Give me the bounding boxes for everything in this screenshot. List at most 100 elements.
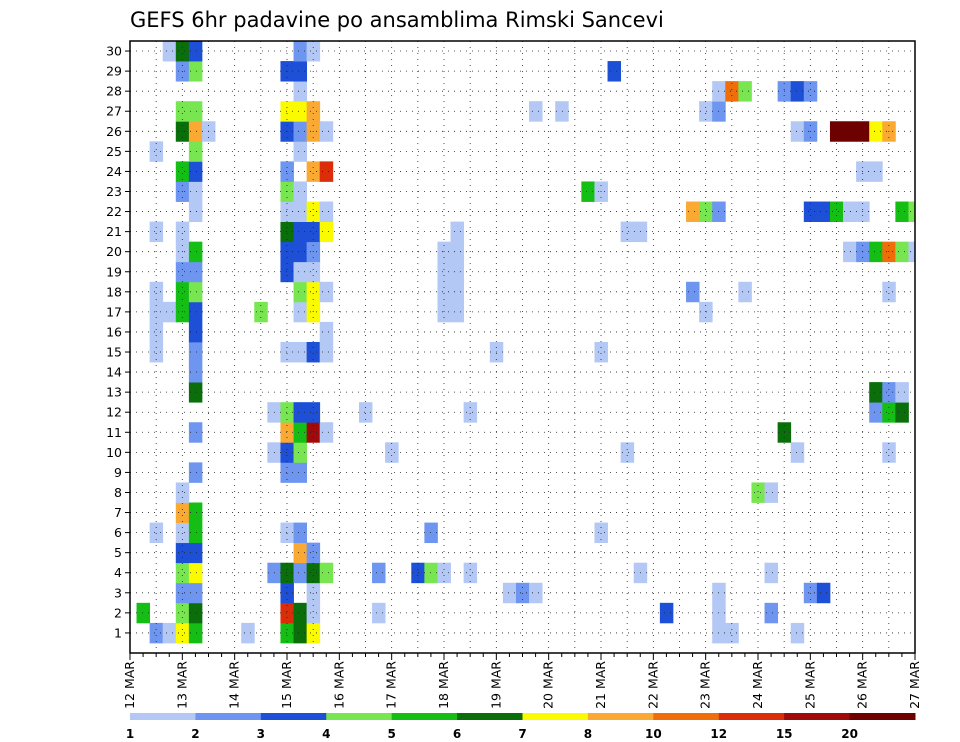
heatmap-cell — [188, 382, 203, 403]
heatmap-cell — [280, 101, 294, 122]
heatmap-cell — [280, 522, 294, 544]
y-tick-label: 8 — [114, 485, 122, 500]
heatmap-cell — [280, 221, 294, 243]
heatmap-cell — [175, 502, 190, 523]
heatmap-cell — [175, 602, 190, 624]
heatmap-cell — [725, 81, 739, 102]
y-tick-label: 11 — [106, 425, 122, 440]
colorbar-swatch — [457, 713, 523, 720]
grid-lines — [130, 41, 915, 653]
heatmap-cell — [175, 221, 190, 243]
heatmap-cell — [293, 542, 308, 564]
heatmap-cell — [306, 221, 321, 243]
heatmap-cell — [764, 602, 779, 624]
heatmap-cell — [188, 582, 203, 604]
heatmap-cell — [149, 341, 164, 363]
heatmap-cell — [738, 81, 752, 102]
heatmap-cell — [764, 482, 779, 503]
heatmap-cell — [280, 161, 294, 182]
heatmap-cell — [293, 301, 308, 323]
heatmap-cell — [607, 61, 622, 82]
heatmap-cell — [188, 281, 203, 303]
heatmap-cell — [306, 261, 321, 283]
heatmap-cell — [790, 121, 805, 142]
colorbar-swatch — [849, 713, 916, 720]
heatmap-cell — [175, 281, 190, 303]
heatmap-cell — [280, 602, 294, 624]
heatmap-cell — [686, 201, 700, 222]
heatmap-cell — [882, 382, 896, 403]
heatmap-cell — [188, 41, 203, 62]
heatmap-cell — [306, 602, 321, 624]
y-tick-label: 24 — [106, 164, 122, 179]
heatmap-cell — [188, 522, 203, 544]
heatmap-cell — [188, 201, 203, 222]
heatmap-cell — [149, 221, 164, 243]
heatmap-cell — [843, 201, 857, 222]
heatmap-cell — [188, 61, 203, 82]
y-tick-label: 12 — [106, 405, 122, 420]
colorbar-label: 5 — [387, 727, 395, 741]
y-axis-ticks: 1234567891011121314151617181920212223242… — [106, 44, 130, 640]
heatmap-cell — [254, 301, 268, 323]
heatmap-cell — [188, 261, 203, 283]
heatmap-cell — [188, 241, 203, 263]
heatmap-cell — [529, 582, 543, 604]
heatmap-cell — [188, 502, 203, 523]
heatmap-cell — [149, 522, 164, 544]
heatmap-cell — [319, 221, 334, 243]
heatmap-cell — [869, 402, 883, 423]
heatmap-cell — [175, 622, 190, 644]
colorbar-label: 3 — [257, 727, 265, 741]
heatmap-cell — [895, 382, 909, 403]
x-axis-ticks: 12 MAR 13 MAR 14 MAR 15 MAR 16 MAR 17 MAR 18 M… — [122, 653, 922, 709]
heatmap-cell — [450, 261, 465, 283]
x-tick-label: 25 MAR — [802, 661, 817, 709]
x-tick-label: 14 MAR — [227, 661, 242, 709]
x-tick-label: 23 MAR — [698, 661, 713, 709]
colorbar-label: 12 — [710, 727, 727, 741]
heatmap-cell — [306, 301, 321, 323]
heatmap-cell — [463, 402, 478, 423]
heatmap-cell — [437, 261, 451, 283]
heatmap-cell — [319, 422, 334, 443]
heatmap-cell — [358, 402, 373, 423]
heatmap-cell — [136, 602, 151, 624]
heatmap-cell — [424, 562, 438, 584]
heatmap-cell — [620, 221, 635, 243]
heatmap-cell — [372, 602, 386, 624]
heatmap-cell — [319, 321, 334, 343]
heatmap-cell — [319, 281, 334, 303]
y-tick-label: 23 — [106, 184, 122, 199]
colorbar-swatch — [130, 713, 196, 720]
heatmap-cell — [188, 341, 203, 363]
heatmap-cell — [149, 321, 164, 343]
heatmap-cell — [437, 301, 451, 323]
heatmap-cell — [293, 181, 308, 202]
heatmap-cell — [319, 121, 334, 142]
heatmap-cell — [306, 422, 321, 443]
x-tick-label: 26 MAR — [855, 661, 870, 709]
heatmap-cell — [162, 41, 177, 62]
heatmap-cell — [555, 101, 569, 122]
heatmap-cell — [306, 41, 321, 62]
heatmap-cell — [699, 101, 713, 122]
heatmap-cell — [280, 462, 294, 483]
heatmap-cell — [293, 101, 308, 122]
heatmap-cell — [306, 201, 321, 222]
heatmap-cell — [175, 562, 190, 584]
heatmap-cell — [790, 442, 805, 463]
x-tick-label: 19 MAR — [488, 661, 503, 709]
heatmap-cell — [908, 201, 916, 222]
heatmap-cell — [188, 462, 203, 483]
colorbar-label: 1 — [126, 727, 134, 741]
x-tick-label: 17 MAR — [384, 661, 399, 709]
heatmap-cell — [293, 562, 308, 584]
heatmap-cell — [175, 482, 190, 503]
colorbar-swatch — [195, 713, 262, 720]
colorbar-swatch — [326, 713, 393, 720]
heatmap-cell — [241, 622, 255, 644]
chart-title: GEFS 6hr padavine po ansamblima Rimski S… — [130, 8, 664, 32]
heatmap-cell — [385, 442, 399, 463]
